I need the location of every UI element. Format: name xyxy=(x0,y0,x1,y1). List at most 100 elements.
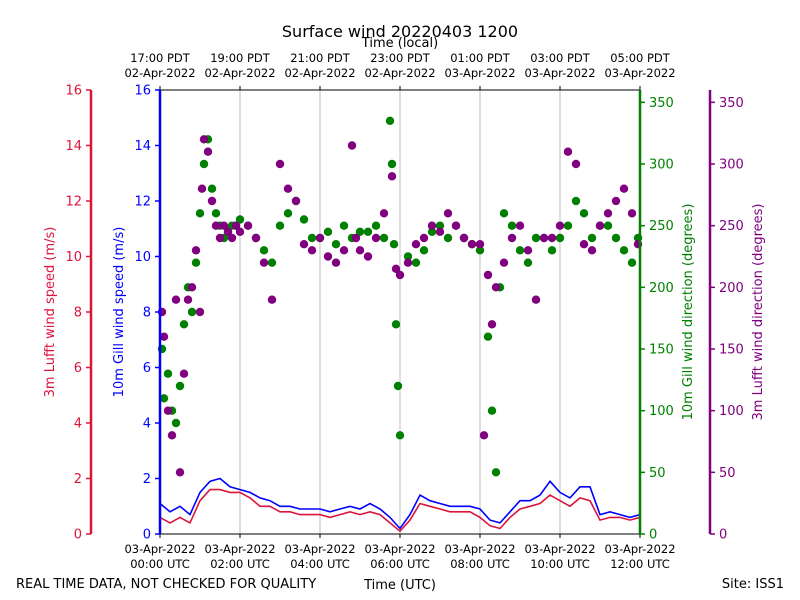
gill-dir-point xyxy=(515,246,525,255)
x-tick-label-date: 03-Apr-2022 xyxy=(524,542,595,556)
gill-dir-point xyxy=(579,209,589,218)
lufft-dir-point xyxy=(159,332,169,341)
gill-speed-series xyxy=(159,477,641,530)
gill-dir-point xyxy=(443,233,453,243)
gill-dir-point xyxy=(393,381,403,391)
gill-dir-point xyxy=(307,233,317,243)
gill-dir-point xyxy=(391,320,401,329)
lufft-dir-point xyxy=(207,196,217,206)
lufft-dir-axis-tick-label: 100 xyxy=(719,404,744,419)
lufft-dir-point xyxy=(355,246,365,255)
gill-dir-point xyxy=(475,246,485,255)
gill-dir-point xyxy=(207,184,217,193)
lufft-dir-point xyxy=(547,233,557,243)
lufft-dir-point xyxy=(363,252,373,261)
x-tick-label-date: 03-Apr-2022 xyxy=(204,542,275,556)
lufft-dir-point xyxy=(223,227,233,236)
chart-title: Surface wind 20220403 1200 xyxy=(282,22,518,41)
lufft-dir-point xyxy=(179,369,189,378)
gill-speed-axis-tick-label: 6 xyxy=(143,361,151,376)
lufft-dir-point xyxy=(539,233,549,243)
lufft-dir-axis-tick-label: 50 xyxy=(719,466,736,481)
lufft-dir-axis-tick-label: 150 xyxy=(719,343,744,358)
x-tick-label-date: 03-Apr-2022 xyxy=(604,542,675,556)
lufft-dir-series xyxy=(157,135,643,477)
lufft-dir-axis-tick-label: 300 xyxy=(719,158,744,173)
x-top-tick-label-time: 17:00 PDT xyxy=(130,51,191,65)
gill-dir-point xyxy=(267,258,277,267)
gill-dir-point xyxy=(627,258,637,267)
lufft-dir-point xyxy=(479,431,489,440)
gill-dir-axis-tick-label: 0 xyxy=(649,528,657,543)
lufft-dir-point xyxy=(259,258,269,267)
gill-dir-point xyxy=(355,227,365,236)
gill-dir-point xyxy=(523,258,533,267)
lufft-dir-point xyxy=(611,196,621,206)
gill-dir-point xyxy=(555,233,565,243)
lufft-dir-point xyxy=(199,135,209,144)
gill-dir-axis-tick-label: 200 xyxy=(649,281,674,296)
x-tick-label-date: 03-Apr-2022 xyxy=(444,542,515,556)
lufft-dir-point xyxy=(443,209,453,218)
lufft-dir-point xyxy=(215,233,225,243)
gill-dir-point xyxy=(419,246,429,255)
x-top-tick-label-date: 02-Apr-2022 xyxy=(284,66,355,80)
lufft-dir-point xyxy=(291,196,301,206)
lufft-dir-point xyxy=(379,209,389,218)
lufft-speed-axis-tick-label: 14 xyxy=(65,139,82,154)
lufft-dir-point xyxy=(459,233,469,243)
gill-dir-axis-tick-label: 150 xyxy=(649,343,674,358)
lufft-dir-point xyxy=(515,221,525,230)
gill-dir-point xyxy=(385,116,395,126)
lufft-dir-point xyxy=(347,141,357,150)
gill-dir-point xyxy=(395,431,405,440)
gill-dir-axis-tick-label: 300 xyxy=(649,158,674,173)
lufft-dir-point xyxy=(167,431,177,440)
lufft-dir-axis-tick-label: 350 xyxy=(719,96,744,111)
lufft-speed-axis-tick-label: 6 xyxy=(74,361,82,376)
lufft-speed-axis-tick-label: 0 xyxy=(74,528,82,543)
x-top-tick-label-date: 02-Apr-2022 xyxy=(364,66,435,80)
gill-dir-point xyxy=(195,209,205,218)
lufft-dir-point xyxy=(419,233,429,243)
lufft-dir-point xyxy=(299,240,309,249)
lufft-dir-point xyxy=(323,252,333,261)
lufft-dir-point xyxy=(487,320,497,329)
lufft-speed-axis-tick-label: 12 xyxy=(65,195,82,210)
gill-speed-line xyxy=(159,477,641,530)
x-tick-label-date: 03-Apr-2022 xyxy=(124,542,195,556)
x-top-tick-label-time: 01:00 PDT xyxy=(450,51,511,65)
gill-speed-axis-tick-label: 0 xyxy=(143,528,151,543)
lufft-dir-point xyxy=(197,184,207,193)
lufft-dir-point xyxy=(163,406,173,415)
lufft-dir-point xyxy=(619,184,629,193)
gill-dir-point xyxy=(619,246,629,255)
lufft-dir-point xyxy=(507,233,517,243)
lufft-dir-point xyxy=(467,240,477,249)
gill-dir-point xyxy=(363,227,373,236)
lufft-dir-point xyxy=(251,233,261,243)
lufft-dir-point xyxy=(195,307,205,317)
lufft-dir-point xyxy=(563,147,573,156)
quality-disclaimer: REAL TIME DATA, NOT CHECKED FOR QUALITY xyxy=(16,577,316,592)
lufft-dir-point xyxy=(331,258,341,267)
gill-dir-point xyxy=(547,246,557,255)
lufft-dir-point xyxy=(571,159,581,169)
gill-speed-axis-tick-label: 4 xyxy=(143,417,151,432)
x-tick-label-time: 12:00 UTC xyxy=(610,557,670,571)
lufft-dir-axis-tick-label: 0 xyxy=(719,528,727,543)
gill-dir-point xyxy=(339,221,349,230)
gill-dir-point xyxy=(235,215,245,224)
x-top-tick-label-time: 21:00 PDT xyxy=(290,51,351,65)
lufft-dir-point xyxy=(371,233,381,243)
gill-dir-point xyxy=(175,381,185,391)
lufft-dir-point xyxy=(219,221,229,230)
gill-dir-axis-tick-label: 50 xyxy=(649,466,666,481)
x-tick-label-time: 08:00 UTC xyxy=(450,557,510,571)
gill-dir-point xyxy=(389,240,399,249)
x-top-tick-label-time: 05:00 PDT xyxy=(610,51,671,65)
lufft-dir-point xyxy=(483,270,493,280)
lufft-speed-axis-tick-label: 16 xyxy=(65,84,82,99)
gill-dir-point xyxy=(411,258,421,267)
